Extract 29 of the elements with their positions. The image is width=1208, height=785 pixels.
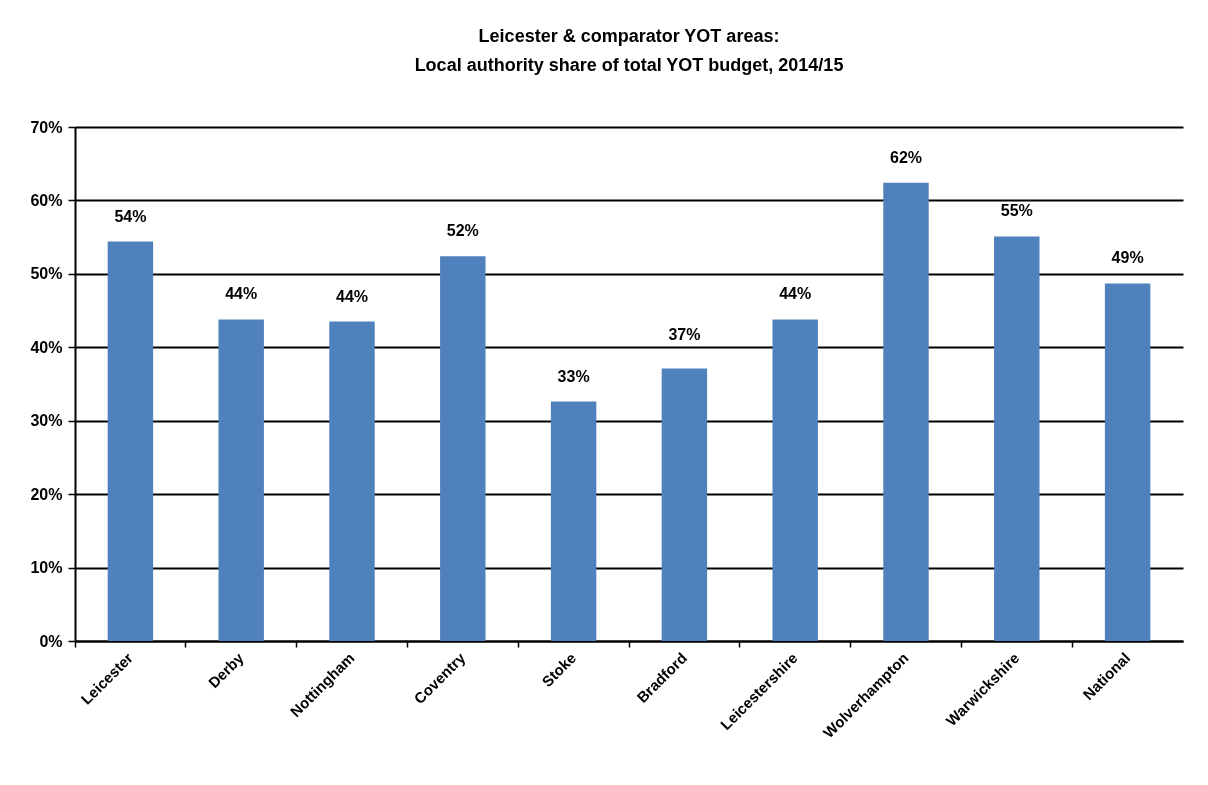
bar [440,256,486,641]
data-label: 44% [225,285,258,303]
data-label: 62% [889,148,923,166]
bar [550,401,597,641]
y-tick-label: 70% [30,118,63,136]
bar [329,321,375,641]
data-label: 44% [779,285,812,303]
data-label: 44% [335,287,369,305]
bar [1104,283,1151,641]
data-label: 49% [1111,249,1144,267]
chart-title: Leicester & comparator YOT areas: Local authority share of total YOT budget, 2014/15 [414,26,844,75]
bar [218,319,264,641]
y-tick-label: 20% [30,485,63,503]
bar [661,368,708,641]
data-label: 52% [446,222,479,240]
data-label: 55% [1000,202,1033,220]
data-label: 33% [557,367,590,385]
bar [772,319,818,641]
y-tick-label: 60% [30,191,63,209]
bar [107,241,154,641]
y-tick-label: 40% [30,338,63,356]
data-label: 37% [668,326,701,344]
y-tick-label: 0% [39,632,63,650]
y-tick-label: 50% [30,265,63,283]
bar [883,182,929,641]
y-tick-label: 10% [30,559,63,577]
y-tick-label: 30% [30,412,63,430]
data-label: 54% [114,207,147,225]
bar [994,236,1040,641]
